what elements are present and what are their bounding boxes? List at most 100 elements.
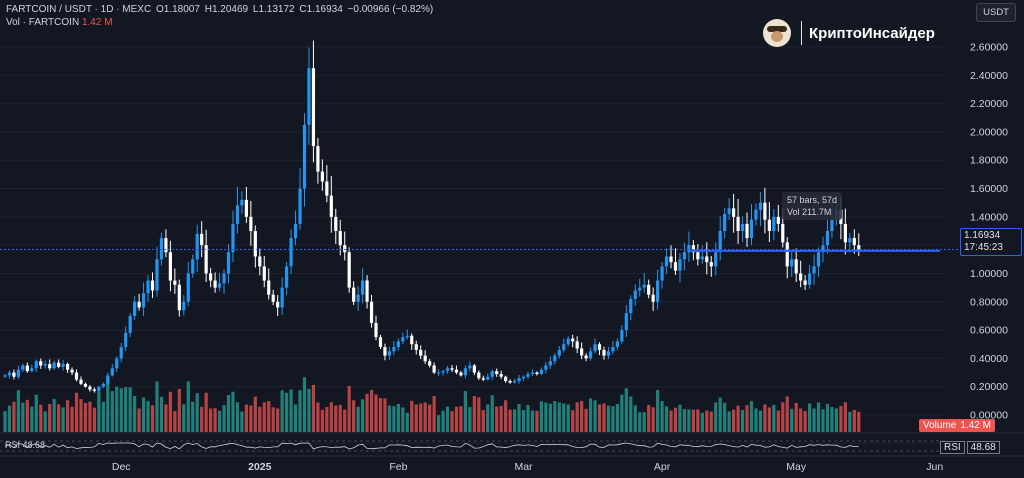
- candle-body: [620, 330, 624, 342]
- symbol-label[interactable]: FARTCOIN / USDT · 1D · MEXC: [6, 4, 152, 15]
- candle-body: [521, 376, 526, 379]
- volume-bar: [311, 384, 316, 432]
- candle-body: [526, 373, 530, 377]
- candle-body: [128, 315, 132, 333]
- volume-bar: [146, 401, 150, 432]
- candle-body: [673, 262, 678, 271]
- volume-bar: [843, 402, 847, 432]
- rsi-axis-value: 48.68: [966, 441, 1000, 454]
- volume-bar: [97, 391, 101, 432]
- candle-body: [65, 364, 70, 370]
- volume-bar: [298, 390, 302, 432]
- volume-bar: [669, 410, 673, 432]
- volume-bar: [396, 404, 400, 432]
- candle-body: [83, 383, 88, 387]
- volume-bar: [244, 404, 248, 432]
- volume-bar: [745, 405, 749, 432]
- price-tick-label: 2.20000: [970, 98, 1008, 110]
- candle-body: [790, 259, 794, 267]
- volume-bar: [39, 404, 43, 432]
- volume-bar: [517, 404, 521, 432]
- candle-body: [115, 358, 119, 369]
- candle-body: [606, 351, 611, 356]
- low-value: 1.13172: [258, 4, 295, 15]
- candle-body: [740, 223, 745, 231]
- candle-body: [723, 214, 727, 231]
- volume-bar: [799, 408, 803, 432]
- volume-bar: [186, 381, 190, 432]
- low-label: L: [252, 4, 259, 15]
- brand-name: КриптоИнсайдер: [809, 24, 935, 42]
- volume-bar: [262, 402, 266, 432]
- volume-bar: [714, 402, 718, 432]
- candle-body: [361, 280, 365, 295]
- candle-body: [369, 301, 374, 323]
- volume-bar: [209, 408, 213, 432]
- candle-body: [508, 381, 512, 383]
- candle-body: [477, 372, 481, 379]
- volume-bar: [307, 388, 311, 432]
- tooltip-line-1: 57 bars, 57d: [787, 195, 838, 205]
- candle-body: [530, 372, 535, 374]
- volume-bar: [293, 404, 298, 432]
- candle-body: [705, 256, 709, 263]
- candle-body: [356, 294, 360, 302]
- price-tick-label: 0.00000: [970, 410, 1008, 422]
- volume-bar: [611, 406, 615, 432]
- volume-legend-value: 1.42 M: [81, 17, 113, 28]
- volume-bar: [816, 402, 821, 432]
- volume-bar: [57, 404, 61, 432]
- candle-body: [615, 341, 619, 348]
- candle-body: [307, 68, 311, 125]
- candle-body: [146, 280, 150, 294]
- volume-bar: [231, 391, 235, 432]
- candle-body: [387, 351, 392, 356]
- volume-bar: [137, 408, 141, 432]
- candle-body: [808, 273, 812, 285]
- candle-body: [70, 369, 74, 373]
- candle-body: [799, 273, 803, 281]
- volume-legend: Vol · FARTCOIN 1.42 M: [6, 17, 113, 28]
- candle-body: [821, 245, 825, 253]
- volume-bar: [472, 395, 476, 432]
- candle-body: [454, 369, 459, 373]
- volume-bar: [562, 403, 566, 432]
- candle-body: [249, 216, 253, 231]
- volume-bar: [329, 402, 333, 432]
- volume-bar: [593, 400, 597, 432]
- open-value: 1.18007: [163, 4, 200, 15]
- close-value: 1.16934: [306, 4, 343, 15]
- volume-bar: [133, 395, 137, 432]
- candle-body: [401, 337, 405, 342]
- candle-body: [271, 294, 275, 302]
- currency-button[interactable]: USDT: [976, 3, 1016, 22]
- volume-bar: [141, 397, 146, 432]
- volume-bar: [548, 403, 552, 432]
- volume-bar: [405, 412, 409, 432]
- candle-body: [687, 245, 691, 253]
- volume-bar: [43, 411, 47, 432]
- volume-bar: [16, 390, 21, 432]
- rsi-axis-tag: RSI 48.68: [940, 441, 1000, 454]
- candle-body: [548, 361, 552, 366]
- candle-body: [159, 238, 164, 260]
- rsi-legend[interactable]: RSI 48.68: [5, 440, 45, 450]
- candle-body: [803, 280, 807, 285]
- volume-bar: [258, 406, 262, 432]
- volume-bar: [597, 404, 602, 432]
- candle-body: [727, 208, 731, 215]
- volume-bar: [530, 410, 535, 432]
- candle-body: [150, 280, 155, 291]
- candle-body: [186, 273, 190, 302]
- candle-body: [253, 231, 257, 257]
- volume-legend-label[interactable]: Vol · FARTCOIN: [6, 17, 80, 28]
- price-tick-label: 2.40000: [970, 70, 1008, 82]
- time-axis[interactable]: Dec 2025 Feb Mar Apr May Jun: [0, 455, 1024, 473]
- candle-body: [200, 233, 204, 246]
- candle-body: [52, 362, 56, 369]
- candle-body: [794, 259, 798, 274]
- volume-bar: [624, 388, 628, 432]
- time-tick-label: May: [786, 461, 807, 473]
- candle-body: [195, 233, 199, 260]
